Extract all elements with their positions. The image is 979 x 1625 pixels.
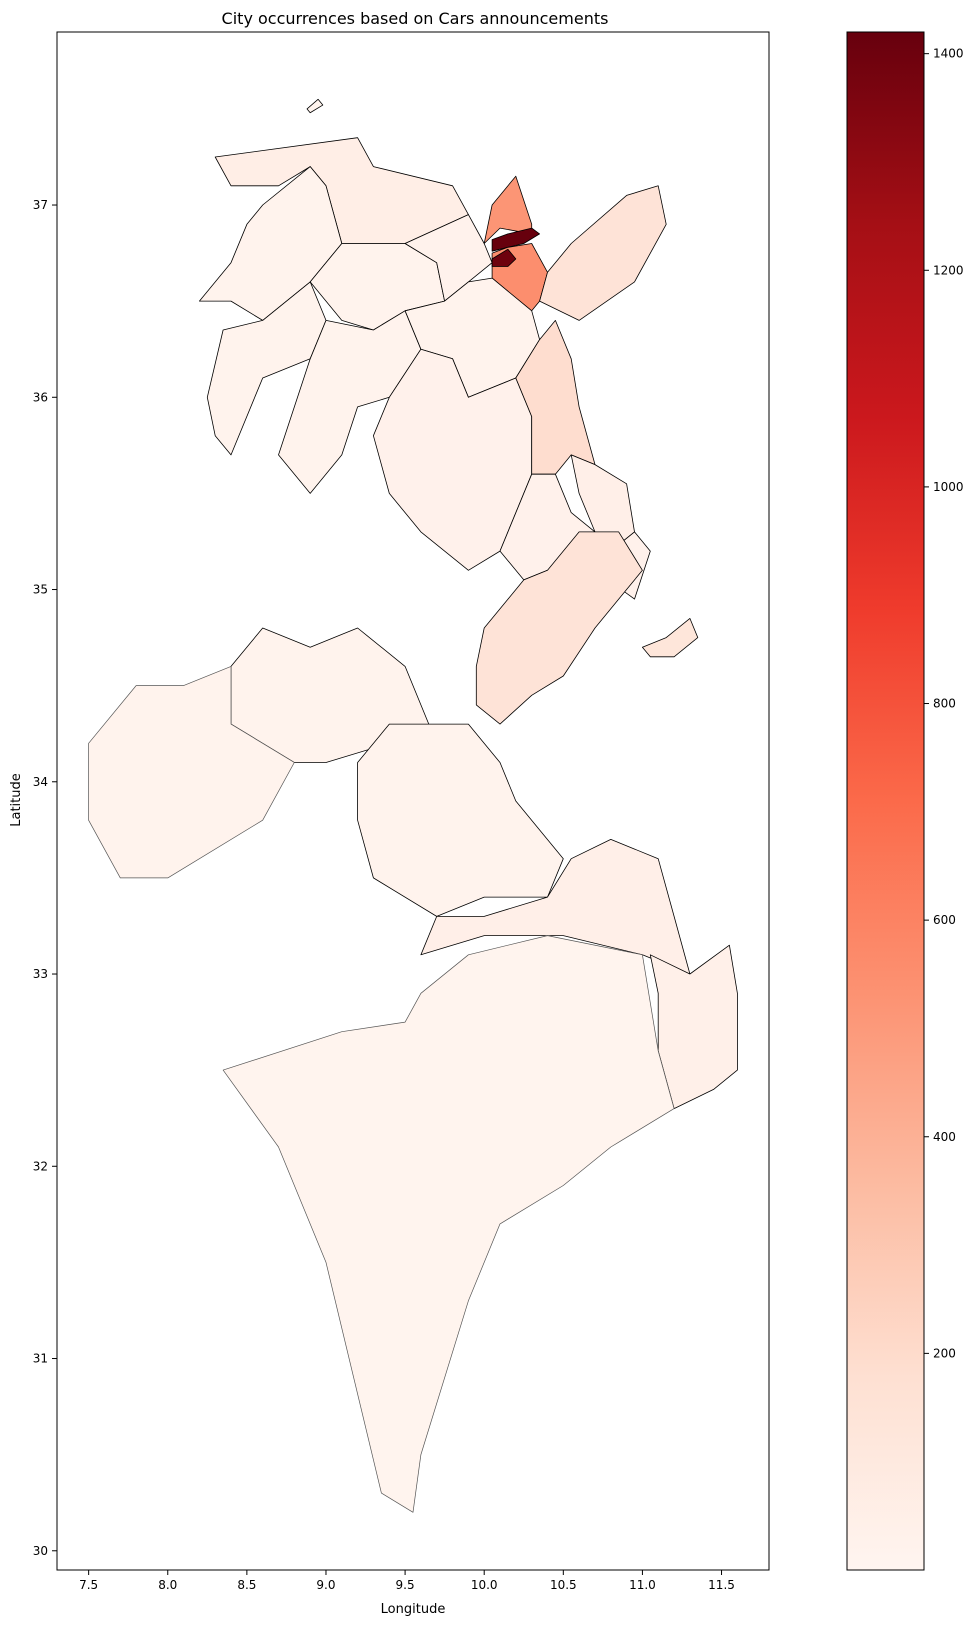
region-23 xyxy=(649,944,738,1109)
colorbar-tick-label: 1200 xyxy=(933,263,964,277)
colorbar-tick-label: 200 xyxy=(933,1346,956,1360)
y-tick-label: 32 xyxy=(33,1159,48,1173)
region-18 xyxy=(642,618,699,658)
colorbar-ticks: 200 400 600 800 1000 1200 1400 xyxy=(924,47,964,1360)
y-axis-label: Latitude xyxy=(9,773,24,827)
island-galite xyxy=(306,98,324,114)
regions-layer xyxy=(88,98,738,1513)
x-axis: 7.5 8.0 8.5 9.0 9.5 10.0 10.5 11.0 11.5 xyxy=(79,1570,735,1592)
region-6 xyxy=(491,227,540,252)
y-axis: 30 31 32 33 34 35 36 37 xyxy=(33,198,57,1558)
region-21 xyxy=(357,723,564,917)
region-10 xyxy=(206,281,327,456)
x-tick-label: 8.5 xyxy=(237,1578,256,1592)
x-tick-label: 8.0 xyxy=(158,1578,177,1592)
x-axis-label: Longitude xyxy=(381,1602,446,1617)
colorbar-tick-label: 600 xyxy=(933,913,956,927)
plot-frame xyxy=(56,31,770,1571)
region-22 xyxy=(420,839,691,975)
x-tick-label: 11.5 xyxy=(708,1578,735,1592)
x-tick-label: 7.5 xyxy=(79,1578,98,1592)
region-17 xyxy=(475,531,643,725)
region-4 xyxy=(404,214,493,302)
colorbar-tick-label: 1000 xyxy=(933,480,964,494)
region-24 xyxy=(222,935,675,1513)
x-tick-label: 10.5 xyxy=(550,1578,577,1592)
region-9 xyxy=(539,185,667,321)
y-tick-label: 37 xyxy=(33,198,48,212)
colorbar-tick-label: 400 xyxy=(933,1130,956,1144)
region-8 xyxy=(491,248,517,267)
x-tick-label: 9.5 xyxy=(396,1578,415,1592)
colorbar-tick-label: 1400 xyxy=(933,47,964,61)
region-5 xyxy=(483,175,533,244)
y-tick-label: 36 xyxy=(33,390,48,404)
y-tick-label: 30 xyxy=(33,1544,48,1558)
colorbar-tick-label: 800 xyxy=(933,697,956,711)
y-tick-label: 35 xyxy=(33,583,48,597)
colorbar: 200 400 600 800 1000 1200 1400 xyxy=(846,31,964,1571)
y-tick-label: 31 xyxy=(33,1352,48,1366)
region-2 xyxy=(198,166,343,321)
y-tick-label: 33 xyxy=(33,967,48,981)
x-tick-label: 11.0 xyxy=(629,1578,656,1592)
x-tick-label: 9.0 xyxy=(316,1578,335,1592)
colorbar-fill xyxy=(846,31,925,1571)
x-tick-label: 10.0 xyxy=(471,1578,498,1592)
region-20 xyxy=(88,666,295,879)
region-11 xyxy=(278,310,422,494)
y-tick-label: 34 xyxy=(33,775,48,789)
chart-title: City occurrences based on Cars announcem… xyxy=(222,9,609,28)
